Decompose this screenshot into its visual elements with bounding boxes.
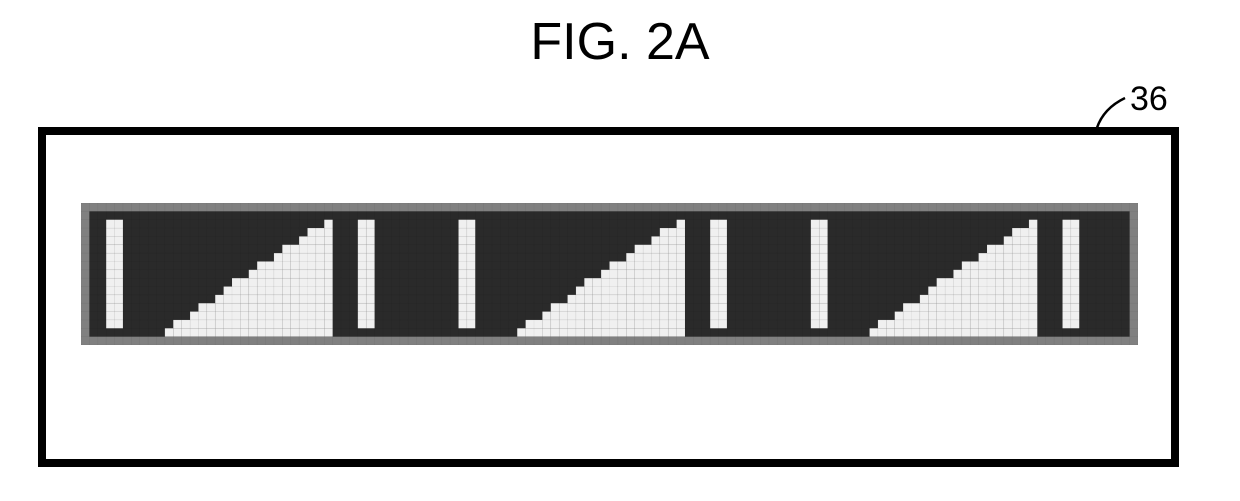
pattern-strip <box>81 203 1138 345</box>
figure-title: FIG. 2A <box>0 0 1240 82</box>
outer-frame <box>38 127 1179 467</box>
callout-label: 36 <box>1130 80 1168 119</box>
